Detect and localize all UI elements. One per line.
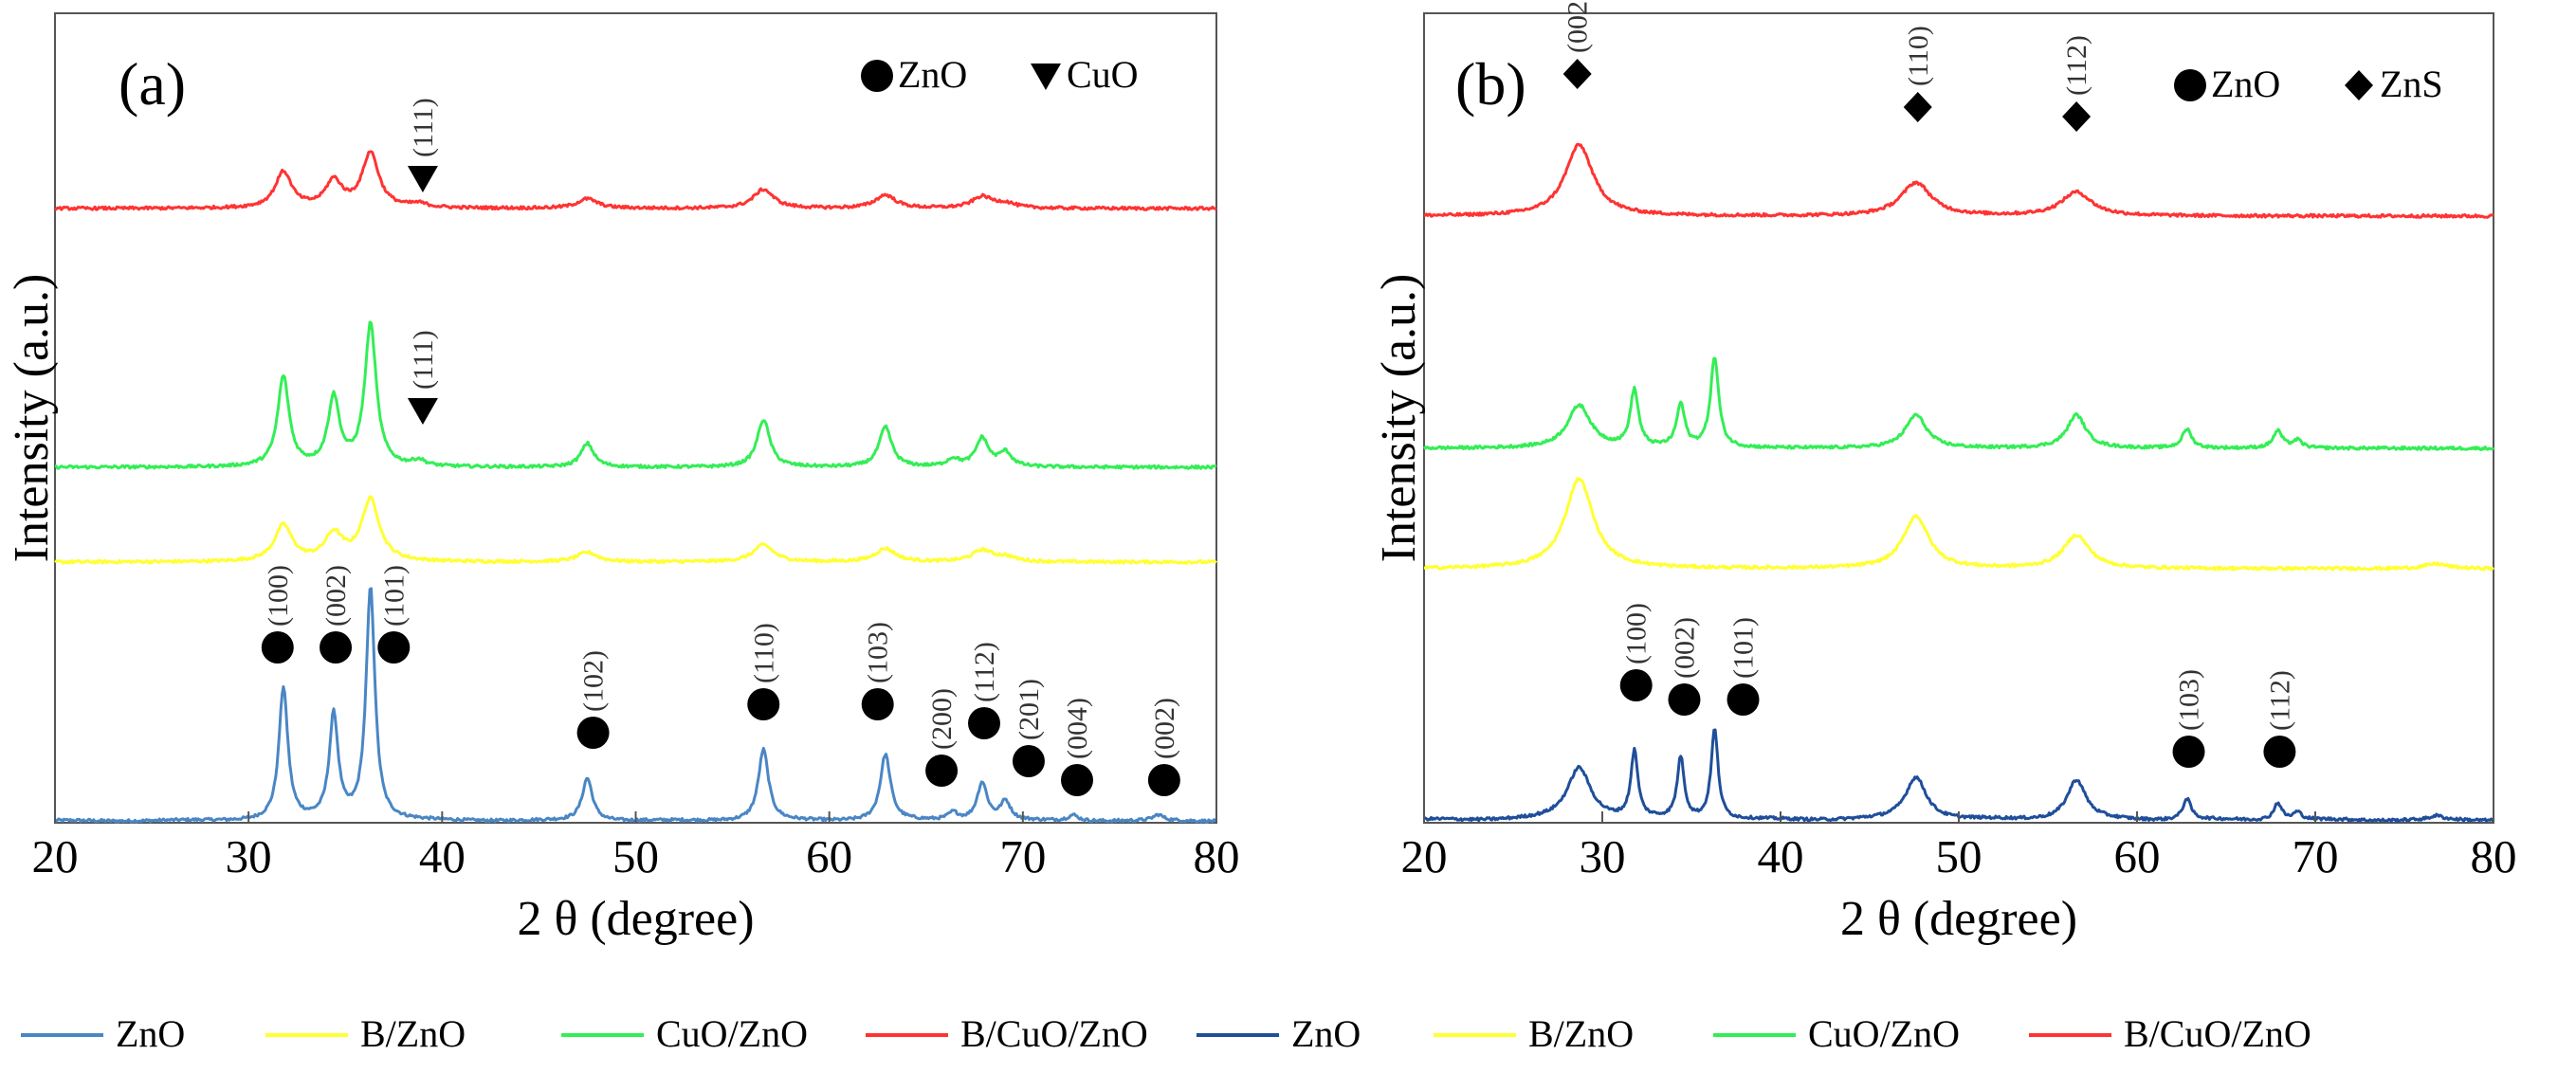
peak-hkl-label: (111)	[408, 330, 439, 390]
bottom-legend-label-b-zno: B/ZnO	[1528, 1012, 1634, 1055]
bottom-legend-label-b-cuo-zno: B/CuO/ZnO	[960, 1012, 1148, 1055]
peak-hkl-label: (002)	[1149, 698, 1180, 759]
legend-label-zns: ZnS	[2380, 63, 2443, 105]
legend-triangle-down-icon	[1031, 64, 1061, 90]
peak-hkl-label: (102)	[578, 650, 610, 712]
peak-marker-circle-icon	[1668, 683, 1701, 716]
peak-hkl-label: (112)	[2061, 35, 2092, 96]
legend-circle-icon	[861, 60, 893, 92]
panel-b-chart: 20 30 40 50 60 70 80 2 θ (degree) Intensity (a.u…	[1372, 0, 2517, 946]
peak-marker-circle-icon	[861, 688, 894, 720]
series-line-b-zno	[1423, 477, 2495, 572]
peak-marker-circle-icon	[925, 755, 959, 787]
series-line-cuo-zno	[54, 320, 1217, 470]
series-line-zno	[1423, 728, 2495, 824]
peak-marker-circle-icon	[1147, 764, 1180, 796]
x-tick-label: 40	[419, 830, 466, 882]
x-axis-title: 2 θ (degree)	[517, 892, 754, 946]
x-tick-label: 30	[226, 830, 272, 882]
peak-hkl-label: (201)	[1014, 679, 1045, 740]
peak-hkl-label: (100)	[1621, 603, 1653, 664]
peak-marker-circle-icon	[320, 631, 353, 664]
x-tick-label: 20	[32, 830, 79, 882]
x-tick-label: 50	[612, 830, 659, 882]
legend-diamond-icon	[2345, 70, 2373, 100]
series-line-b-cuo-zno	[54, 150, 1217, 211]
bottom-legend-label-cuo-zno: CuO/ZnO	[656, 1012, 808, 1055]
x-tick-label: 30	[1580, 830, 1626, 882]
x-tick-label: 40	[1758, 830, 1804, 882]
peak-marker-circle-icon	[261, 631, 294, 664]
peak-hkl-label: (004)	[1062, 698, 1093, 759]
series-line-b-zno	[54, 495, 1217, 565]
bottom-legend-label-cuo-zno: CuO/ZnO	[1808, 1012, 1960, 1055]
peak-hkl-label: (002)	[1562, 0, 1594, 53]
peak-marker-circle-icon	[1619, 669, 1653, 701]
x-tick-label: 60	[2114, 830, 2161, 882]
peak-marker-circle-icon	[747, 688, 780, 720]
peak-marker-diamond-icon	[2062, 101, 2092, 132]
peak-hkl-label: (200)	[926, 688, 958, 750]
peak-hkl-label: (002)	[1669, 617, 1700, 679]
bottom-legend-label-b-zno: B/ZnO	[360, 1012, 466, 1055]
peak-hkl-label: (112)	[2264, 670, 2295, 731]
panel-label: (a)	[119, 50, 186, 118]
peak-hkl-label: (100)	[263, 565, 294, 627]
peak-marker-circle-icon	[576, 717, 610, 749]
peak-marker-circle-icon	[377, 631, 411, 664]
peak-marker-diamond-icon	[1903, 92, 1932, 122]
panel-a-chart: 20 30 40 50 60 70 80 2 θ (degree) Intensity (a.u…	[5, 12, 1240, 946]
plot-frame	[1423, 12, 2494, 824]
peak-hkl-label: (112)	[969, 642, 1000, 702]
peak-hkl-label: (110)	[748, 623, 779, 683]
series-line-b-cuo-zno	[1423, 142, 2494, 219]
peak-marker-circle-icon	[1012, 745, 1045, 777]
peak-marker-circle-icon	[1061, 764, 1093, 796]
x-tick-label: 70	[999, 830, 1046, 882]
x-tick-label: 80	[2471, 830, 2517, 882]
bottom-legend: ZnO B/ZnO CuO/ZnO B/CuO/ZnO ZnO B/ZnO CuO/ZnO B…	[21, 1012, 2311, 1055]
x-tick-label: 60	[806, 830, 852, 882]
peak-marker-circle-icon	[968, 707, 1000, 739]
x-tick-label: 20	[1401, 830, 1448, 882]
bottom-legend-label-b-cuo-zno: B/CuO/ZnO	[2124, 1012, 2311, 1055]
panel-label: (b)	[1455, 50, 1526, 118]
peak-hkl-label: (101)	[1728, 617, 1760, 679]
peak-marker-circle-icon	[1726, 683, 1760, 716]
bottom-legend-label-zno: ZnO	[116, 1012, 185, 1055]
series-line-cuo-zno	[1422, 356, 2495, 451]
peak-hkl-label: (111)	[408, 98, 439, 157]
bottom-legend-label-zno: ZnO	[1291, 1012, 1361, 1055]
peak-marker-diamond-icon	[1562, 59, 1592, 89]
legend-label-cuo: CuO	[1067, 53, 1139, 96]
peak-marker-circle-icon	[2263, 736, 2296, 768]
legend-circle-icon	[2174, 69, 2206, 101]
peak-hkl-label: (103)	[863, 622, 894, 683]
x-tick-label: 80	[1194, 830, 1240, 882]
peak-hkl-label: (101)	[378, 565, 410, 627]
y-axis-title: Intensity (a.u.)	[1372, 274, 1426, 563]
peak-marker-triangle-down-icon	[407, 166, 438, 192]
peak-marker-triangle-down-icon	[407, 398, 438, 425]
x-axis-title: 2 θ (degree)	[1840, 892, 2077, 946]
legend-label-zno: ZnO	[898, 53, 967, 96]
x-tick-label: 70	[2293, 830, 2339, 882]
peak-hkl-label: (002)	[320, 565, 352, 627]
y-axis-title: Intensity (a.u.)	[5, 274, 59, 563]
x-tick-label: 50	[1936, 830, 1982, 882]
peak-hkl-label: (110)	[1903, 26, 1934, 86]
legend-label-zno: ZnO	[2211, 63, 2280, 105]
peak-hkl-label: (103)	[2174, 669, 2205, 731]
peak-marker-circle-icon	[2172, 736, 2205, 768]
